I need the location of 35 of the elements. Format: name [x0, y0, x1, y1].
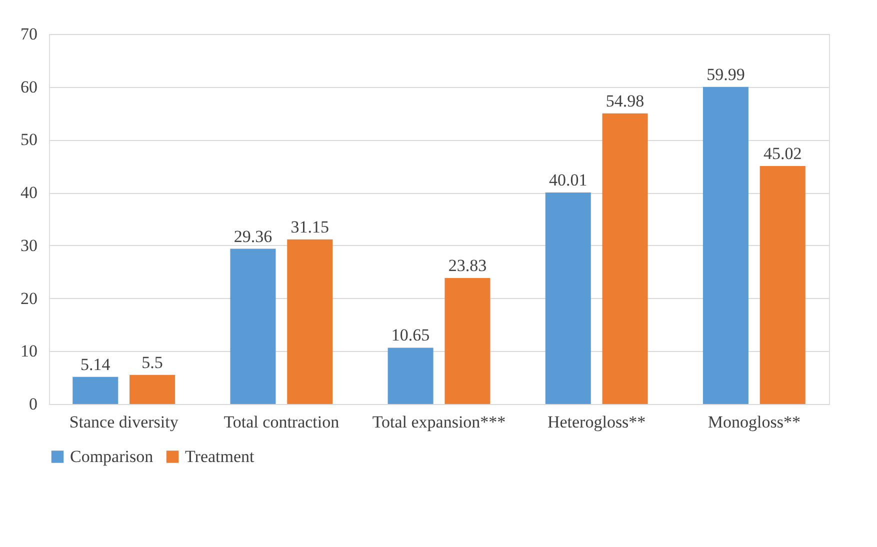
data-label: 40.01 [549, 170, 588, 190]
data-label: 10.65 [391, 326, 430, 345]
x-tick-label: Monogloss** [708, 412, 800, 432]
data-label: 59.99 [706, 64, 745, 84]
y-tick-label: 30 [20, 236, 38, 255]
bar [130, 374, 176, 404]
y-tick-label: 60 [20, 77, 38, 96]
bar [702, 86, 748, 404]
legend-label: Comparison [70, 446, 154, 466]
data-label: 29.36 [234, 226, 272, 246]
y-tick-label: 70 [20, 24, 38, 44]
bar [230, 248, 276, 404]
bar [72, 376, 118, 404]
y-tick-label: 50 [20, 130, 38, 150]
data-label: 45.02 [763, 144, 802, 164]
y-tick-label: 40 [20, 183, 38, 202]
bar [287, 239, 333, 404]
bar [444, 278, 490, 404]
y-tick-label: 10 [20, 342, 38, 361]
y-tick-label: 0 [29, 394, 38, 414]
y-tick-label: 20 [20, 288, 38, 308]
bar [602, 113, 648, 404]
x-tick-label: Total expansion*** [372, 412, 506, 432]
data-label: 23.83 [448, 256, 487, 276]
data-label: 54.98 [606, 91, 644, 110]
bar [545, 192, 591, 404]
bar [760, 166, 806, 404]
x-tick-label: Total contraction [224, 412, 340, 432]
x-tick-label: Stance diversity [69, 412, 179, 432]
x-tick-label: Heterogloss** [547, 412, 646, 432]
data-label: 5.14 [80, 354, 111, 374]
data-label: 31.15 [290, 217, 329, 236]
bar [388, 348, 434, 404]
data-label: 5.5 [142, 352, 163, 372]
legend-label: Treatment [185, 446, 255, 466]
